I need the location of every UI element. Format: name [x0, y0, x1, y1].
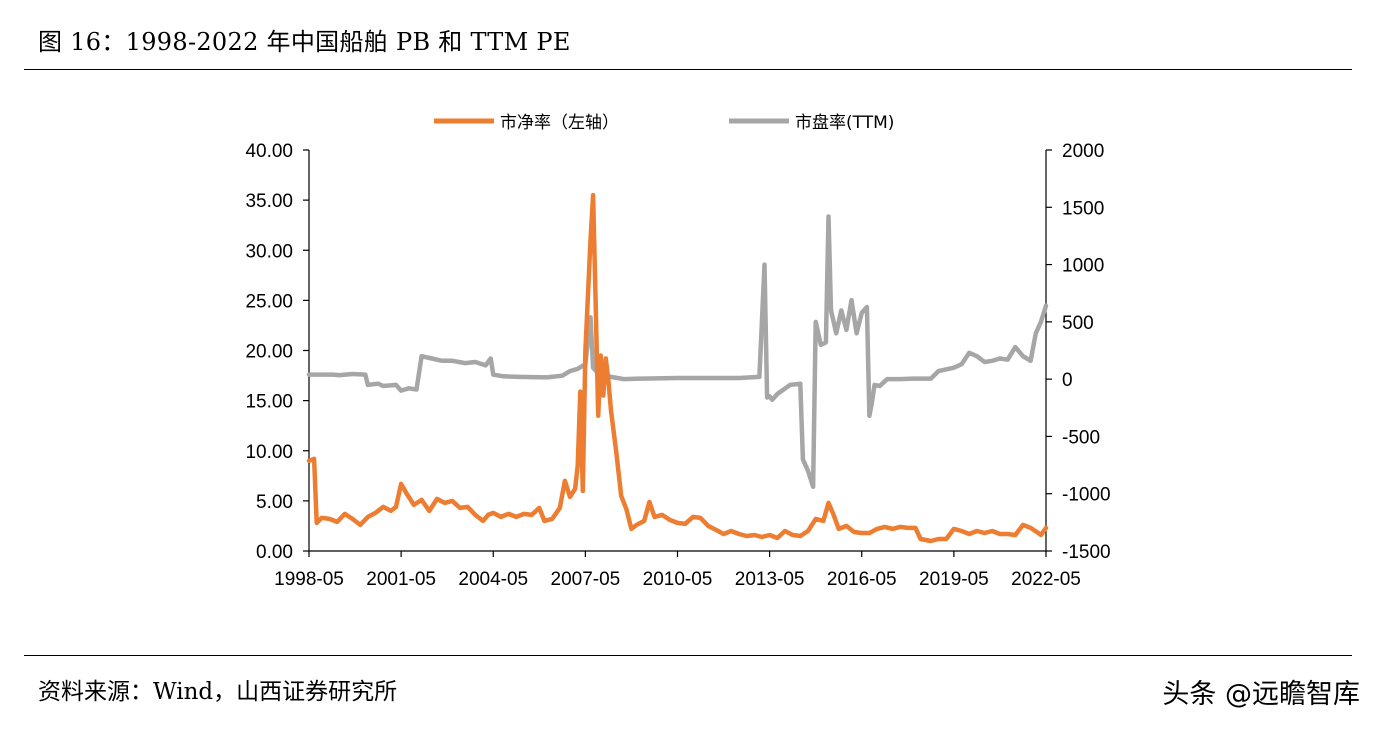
right-tick-label: 1500 — [1062, 198, 1104, 219]
x-tick-label: 2022-05 — [1011, 569, 1081, 590]
x-tick-label: 2019-05 — [919, 569, 989, 590]
x-tick-label: 2001-05 — [366, 569, 436, 590]
legend: 市净率（左轴） 市盘率(TTM) — [434, 113, 894, 133]
right-tick-label: -1500 — [1062, 542, 1111, 563]
left-tick-label: 10.00 — [245, 442, 293, 463]
left-tick-label: 5.00 — [256, 492, 293, 513]
x-tick-label: 2010-05 — [643, 569, 713, 590]
source-note: 资料来源：Wind，山西证券研究所 — [38, 679, 398, 705]
right-tick-label: -500 — [1062, 427, 1100, 448]
right-tick-label: 500 — [1062, 313, 1094, 334]
left-tick-label: 20.00 — [245, 342, 293, 363]
bottom-rule — [24, 655, 1352, 656]
right-tick-label: 2000 — [1062, 141, 1104, 162]
left-tick-label: 30.00 — [245, 241, 293, 262]
left-tick-label: 0.00 — [256, 542, 293, 563]
x-tick-label: 2004-05 — [458, 569, 528, 590]
figure-title: 图 16：1998-2022 年中国船舶 PB 和 TTM PE — [38, 28, 571, 56]
x-tick-label: 2007-05 — [551, 569, 621, 590]
pb-series-line — [306, 192, 1049, 544]
left-tick-label: 35.00 — [245, 191, 293, 212]
top-rule — [24, 69, 1352, 70]
right-tick-label: -1000 — [1062, 485, 1111, 506]
x-tick-label: 1998-05 — [274, 569, 344, 590]
left-tick-label: 40.00 — [245, 141, 293, 162]
legend-pe-label: 市盘率(TTM) — [795, 113, 894, 133]
x-tick-label: 2016-05 — [827, 569, 897, 590]
right-tick-label: 0 — [1062, 370, 1073, 391]
axes: 0.00 5.00 10.00 15.00 20.00 25.00 30.00 35.00 40… — [245, 141, 1110, 590]
pe-series-line — [306, 214, 1049, 490]
watermark: 头条 @远瞻智库 — [1162, 679, 1360, 710]
x-tick-label: 2013-05 — [735, 569, 805, 590]
left-tick-label: 15.00 — [245, 392, 293, 413]
legend-pb-label: 市净率（左轴） — [500, 113, 619, 133]
left-tick-label: 25.00 — [245, 291, 293, 312]
series-layer — [306, 192, 1049, 544]
right-tick-label: 1000 — [1062, 256, 1104, 277]
